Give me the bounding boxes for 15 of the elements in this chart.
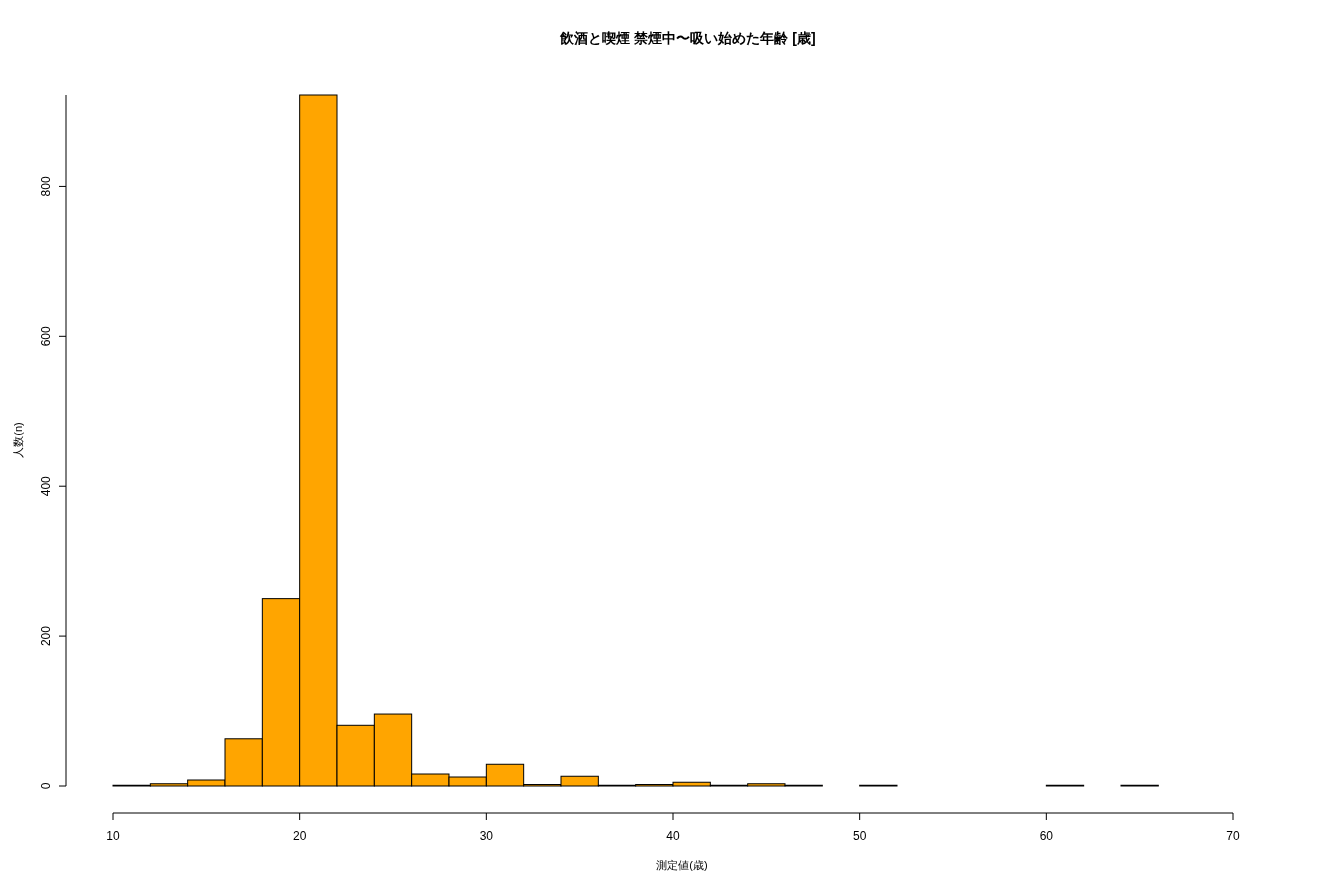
x-axis-title: 測定値(歳) <box>656 859 708 871</box>
x-tick-label: 70 <box>1226 829 1240 843</box>
y-tick-label: 200 <box>39 625 53 647</box>
x-tick-label: 60 <box>1039 829 1054 843</box>
y-tick-label: 400 <box>39 475 53 497</box>
x-tick-label: 20 <box>292 829 307 843</box>
x-tick-label: 50 <box>852 829 867 843</box>
x-tick-label: 30 <box>479 829 494 843</box>
x-tick-label: 40 <box>666 829 680 843</box>
y-tick-label: 0 <box>39 782 53 790</box>
y-axis-title: 人数(n) <box>12 422 24 458</box>
chart-title: 飲酒と喫煙 禁煙中〜吸い始めた年齢 [歳] <box>559 30 816 46</box>
x-tick-label: 10 <box>106 829 120 843</box>
y-tick-label: 800 <box>39 176 53 197</box>
y-tick-label: 600 <box>39 325 53 347</box>
